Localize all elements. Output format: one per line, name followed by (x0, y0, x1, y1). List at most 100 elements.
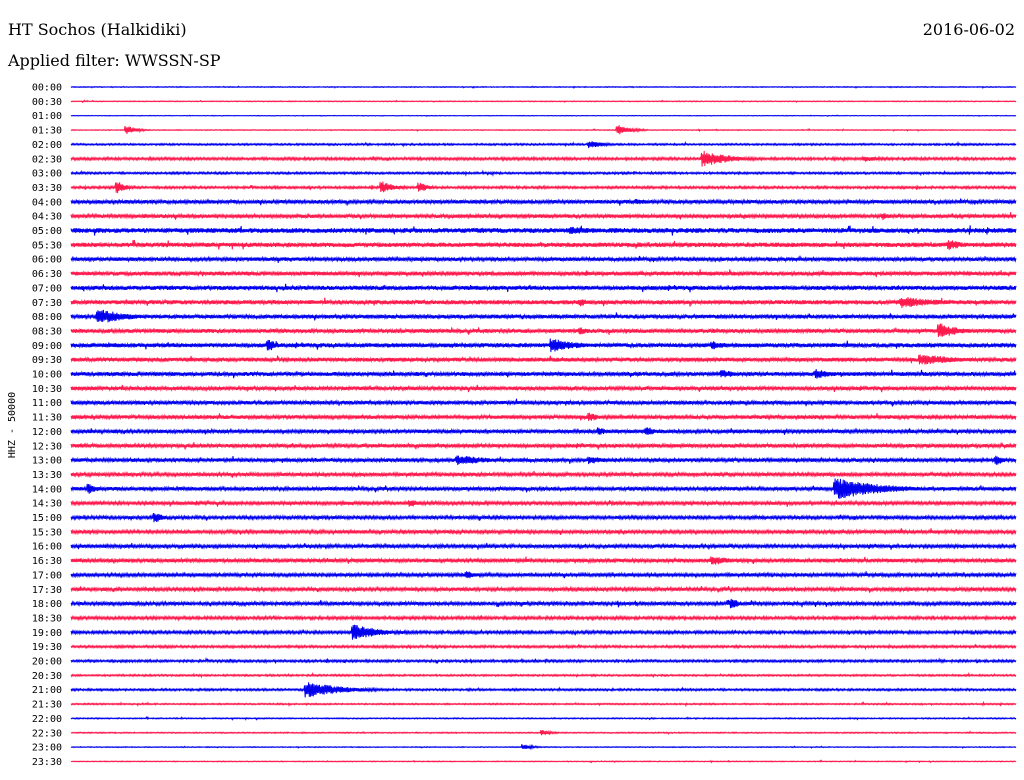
trace-line (70, 528, 1017, 536)
tick-label: 11:00 (32, 398, 62, 409)
tick-label: 09:30 (32, 355, 62, 366)
tick-label: 13:00 (32, 456, 62, 467)
trace-line (70, 114, 1017, 118)
trace-line (70, 499, 1017, 507)
trace-line (70, 412, 1017, 421)
tick-label: 17:00 (32, 570, 62, 581)
trace-line (70, 354, 1017, 365)
tick-label: 22:30 (32, 728, 62, 739)
trace-group (70, 85, 1017, 764)
tick-label: 01:00 (32, 111, 62, 122)
trace-line (70, 598, 1017, 609)
tick-label: 03:00 (32, 169, 62, 180)
trace-line (70, 225, 1017, 236)
tick-label: 06:30 (32, 269, 62, 280)
tick-label: 15:30 (32, 527, 62, 538)
tick-label: 21:00 (32, 685, 62, 696)
trace-line (70, 169, 1017, 177)
trace-line (70, 384, 1017, 393)
trace-line (70, 369, 1017, 379)
tick-label: 14:00 (32, 484, 62, 495)
trace-line (70, 556, 1017, 565)
trace-line (70, 181, 1017, 194)
trace-line (70, 715, 1017, 721)
trace-line (70, 614, 1017, 622)
tick-label: 21:30 (32, 700, 62, 711)
trace-line (70, 671, 1017, 679)
trace-line (70, 269, 1017, 278)
tick-label: 07:00 (32, 283, 62, 294)
tick-label: 22:00 (32, 714, 62, 725)
trace-line (70, 297, 1017, 309)
tick-label: 14:30 (32, 499, 62, 510)
tick-label: 19:30 (32, 642, 62, 653)
tick-label: 04:30 (32, 212, 62, 223)
trace-line (70, 323, 1017, 337)
trace-line (70, 309, 1017, 323)
tick-label: 20:00 (32, 657, 62, 668)
tick-label: 04:00 (32, 197, 62, 208)
filter-label: Applied filter: WWSSN-SP (8, 51, 221, 70)
trace-line (70, 470, 1017, 479)
tick-label: 12:30 (32, 441, 62, 452)
station-title: HT Sochos (Halkidiki) (8, 20, 187, 39)
tick-label: 13:30 (32, 470, 62, 481)
trace-line (70, 442, 1017, 450)
trace-line (70, 283, 1017, 293)
tick-label: 03:30 (32, 183, 62, 194)
trace-line (70, 542, 1017, 550)
trace-line (70, 255, 1017, 263)
trace-line (70, 729, 1017, 736)
tick-label: 16:30 (32, 556, 62, 567)
tick-label: 18:00 (32, 599, 62, 610)
trace-line (70, 198, 1017, 206)
tick-label: 17:30 (32, 585, 62, 596)
date-label: 2016-06-02 (922, 20, 1015, 39)
trace-line (70, 585, 1017, 593)
trace-line (70, 478, 1017, 499)
tick-label: 08:00 (32, 312, 62, 323)
trace-line (70, 682, 1017, 698)
y-axis-label: HHZ - 50000 (7, 392, 18, 458)
tick-label: 15:00 (32, 513, 62, 524)
trace-line (70, 512, 1017, 523)
tick-label: 05:00 (32, 226, 62, 237)
tick-label: 06:00 (32, 255, 62, 266)
trace-line (70, 85, 1017, 90)
trace-line (70, 398, 1017, 407)
time-label-group: 00:00 00:30 01:00 01:30 02:00 02:30 03:00 03:30… (32, 83, 62, 768)
tick-label: 00:30 (32, 97, 62, 108)
trace-line (70, 455, 1017, 466)
trace-line (70, 140, 1017, 149)
tick-label: 11:30 (32, 413, 62, 424)
tick-label: 20:30 (32, 671, 62, 682)
tick-label: 16:00 (32, 542, 62, 553)
trace-line (70, 743, 1017, 751)
trace-line (70, 239, 1017, 250)
tick-label: 18:30 (32, 613, 62, 624)
trace-line (70, 624, 1017, 640)
trace-line (70, 99, 1017, 104)
trace-line (70, 656, 1017, 665)
tick-label: 02:30 (32, 154, 62, 165)
tick-label: 08:30 (32, 326, 62, 337)
trace-line (70, 571, 1017, 579)
trace-line (70, 212, 1017, 221)
tick-label: 00:00 (32, 83, 62, 94)
tick-label: 01:30 (32, 126, 62, 137)
trace-line (70, 643, 1017, 651)
trace-line (70, 759, 1017, 764)
tick-label: 10:00 (32, 370, 62, 381)
tick-label: 02:00 (32, 140, 62, 151)
trace-line (70, 338, 1017, 353)
trace-line (70, 150, 1017, 167)
tick-label: 10:30 (32, 384, 62, 395)
tick-label: 12:00 (32, 427, 62, 438)
tick-label: 09:00 (32, 341, 62, 352)
tick-label: 07:30 (32, 298, 62, 309)
tick-label: 19:00 (32, 628, 62, 639)
tick-label: 23:00 (32, 743, 62, 754)
trace-line (70, 125, 1017, 135)
tick-label: 05:30 (32, 240, 62, 251)
